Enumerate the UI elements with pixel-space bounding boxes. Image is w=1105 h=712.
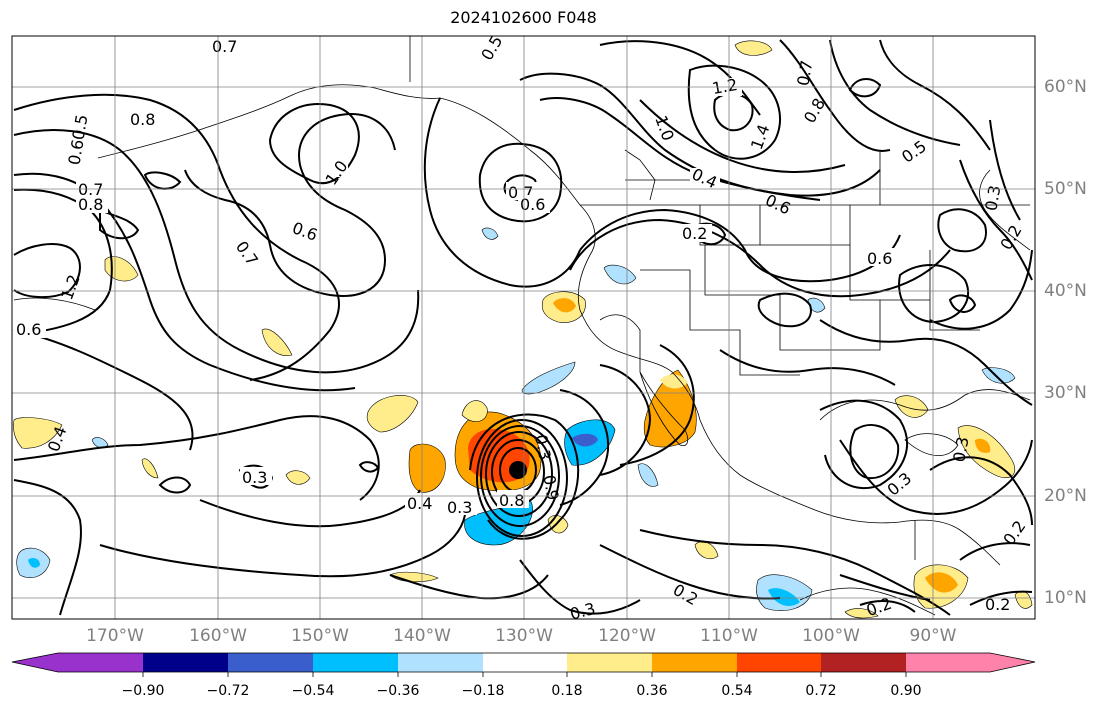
colorbar-segment <box>398 653 483 672</box>
lon-label: 140°W <box>393 626 451 646</box>
colorbar-segment <box>737 653 821 672</box>
map-title: 2024102600 F048 <box>450 8 597 27</box>
contour-label: 0.7 <box>793 59 816 87</box>
contour-label: 0.2 <box>682 224 707 243</box>
map-frame <box>11 35 1036 620</box>
colorbar-tick-label: 0.54 <box>721 683 753 699</box>
lat-label: 30°N <box>1044 383 1087 403</box>
contour-label: 0.6 <box>64 138 87 166</box>
contour-label: 1.2 <box>711 75 739 98</box>
contour-label: 0.5 <box>68 113 91 141</box>
contour-label: 0.7 <box>78 180 103 199</box>
colorbar-tick-label: 0.72 <box>805 683 837 699</box>
colorbar-segment <box>906 653 990 672</box>
colorbar-tick-label: 0.90 <box>890 683 922 699</box>
lon-label: 170°W <box>86 626 144 646</box>
contour-label: 0.2 <box>985 595 1010 614</box>
colorbar-tick-label: −0.72 <box>206 683 250 699</box>
colorbar-segment <box>652 653 737 672</box>
colorbar-segment <box>228 653 313 672</box>
contour-label: 0.6 <box>520 195 545 214</box>
colorbar-tick-label: −0.54 <box>291 683 335 699</box>
lat-label: 40°N <box>1044 281 1087 301</box>
gridlines <box>12 36 1035 619</box>
contour-label: 0.6 <box>16 320 41 339</box>
contour-lines <box>13 39 1033 616</box>
colorbar-segment <box>313 653 398 672</box>
lon-label: 110°W <box>700 626 758 646</box>
lon-label: 100°W <box>802 626 860 646</box>
storm-center-marker <box>509 461 527 479</box>
lon-label: 130°W <box>495 626 553 646</box>
contour-label: 0.6 <box>867 249 892 268</box>
colorbar-segment <box>12 653 58 672</box>
colorbar-segment <box>567 653 652 672</box>
lat-label: 50°N <box>1044 179 1087 199</box>
colorbar-tick-label: 0.36 <box>636 683 668 699</box>
colorbar-segment <box>483 653 567 672</box>
shaded-anomalies <box>13 40 1033 619</box>
lon-label: 120°W <box>598 626 656 646</box>
colorbar-segment <box>143 653 228 672</box>
lon-label: 160°W <box>189 626 247 646</box>
contour-label: 0.8 <box>130 110 155 129</box>
contour-label: 0.3 <box>242 468 267 487</box>
contour-label: 0.8 <box>499 491 524 510</box>
colorbar <box>11 652 1036 677</box>
lat-label: 10°N <box>1044 588 1087 608</box>
colorbar-segment <box>821 653 906 672</box>
lat-label: 20°N <box>1044 486 1087 506</box>
colorbar-tick-label: −0.90 <box>121 683 165 699</box>
lon-label: 150°W <box>291 626 349 646</box>
colorbar-tick-label: −0.36 <box>376 683 420 699</box>
lon-label: 90°W <box>909 626 957 646</box>
contour-label: 0.8 <box>78 195 103 214</box>
colorbar-segment <box>58 653 143 672</box>
contour-label: 0.3 <box>981 184 1004 212</box>
contour-label: 0.3 <box>949 435 972 463</box>
contour-label: 0.4 <box>407 494 432 513</box>
colorbar-tick-label: 0.18 <box>551 683 583 699</box>
contour-label: 0.3 <box>531 433 554 461</box>
lat-label: 60°N <box>1044 77 1087 97</box>
colorbar-segment <box>990 653 1035 672</box>
contour-label: 0.9 <box>539 473 562 501</box>
contour-label: 0.3 <box>447 498 472 517</box>
contour-label: 0.7 <box>212 37 237 56</box>
colorbar-tick-label: −0.18 <box>461 683 505 699</box>
